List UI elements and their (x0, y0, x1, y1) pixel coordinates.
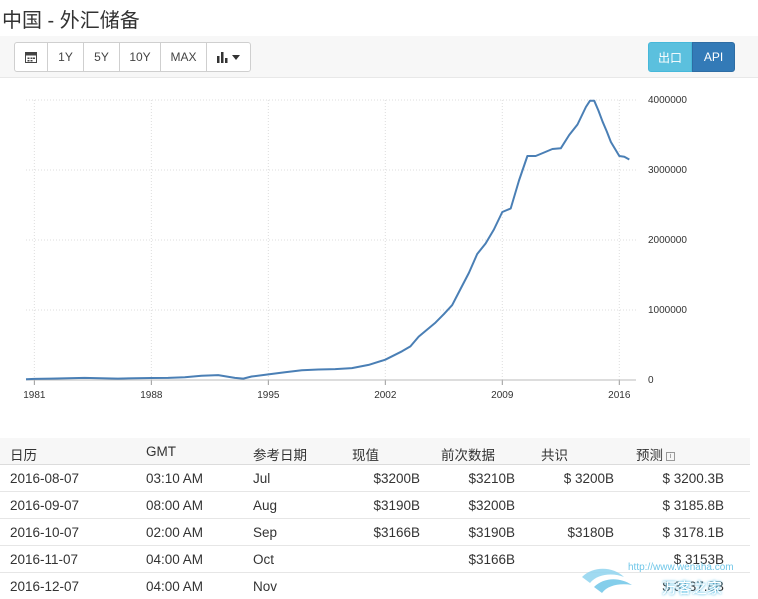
range-button-group: 1Y 5Y 10Y MAX (14, 42, 251, 72)
x-tick-label: 2009 (491, 390, 514, 401)
y-tick-label: 3000000 (648, 165, 687, 176)
row-gmt: 02:00 AM (146, 525, 204, 540)
info-icon[interactable]: i (666, 451, 675, 461)
x-tick-label: 1981 (23, 390, 46, 401)
y-tick-label: 1000000 (648, 305, 687, 316)
table-row: 2016-10-07 02:00 AM Sep $3166B $3190B $3… (0, 519, 750, 546)
row-previous: $3200B (468, 498, 515, 513)
watermark-name: 万客之家 (662, 580, 723, 597)
forex-reserves-line-chart: 0 1000000 2000000 3000000 4000000 1981 1988 199… (23, 95, 687, 401)
row-date: 2016-09-07 (10, 498, 80, 513)
row-date: 2016-10-07 (10, 525, 80, 540)
series-line (25, 99, 630, 381)
row-forecast: $ 3185.8B (662, 498, 724, 513)
table-header-row: 日历 GMT 参考日期 现值 前次数据 共识 预测 i (0, 438, 750, 465)
table-row: 2016-08-07 03:10 AM Jul $3200B $3210B $ … (0, 465, 750, 492)
range-1y-button[interactable]: 1Y (47, 42, 84, 72)
header-consensus: 共识 (541, 448, 568, 463)
row-date: 2016-11-07 (10, 552, 79, 567)
x-tick-label: 1988 (140, 390, 163, 401)
row-forecast: $ 3137.8B (662, 579, 724, 594)
row-actual: $3200B (373, 471, 420, 486)
row-actual: $3166B (373, 525, 420, 540)
api-button[interactable]: API (692, 42, 735, 72)
table-row: 2016-12-07 04:00 AM Nov $ 3137.8B (0, 573, 750, 599)
row-previous: $3210B (468, 471, 515, 486)
range-10y-button[interactable]: 10Y (119, 42, 161, 72)
row-reference: Sep (253, 525, 278, 540)
calendar-table: 日历 GMT 参考日期 现值 前次数据 共识 预测 i 2016-08-07 03… (0, 438, 750, 599)
y-tick-label: 4000000 (648, 95, 687, 106)
row-forecast: $ 3200.3B (662, 471, 724, 486)
chart-toolbar: 1Y 5Y 10Y MAX 出口 API (0, 36, 758, 78)
caret-down-icon (232, 54, 240, 60)
header-reference: 参考日期 (253, 448, 307, 463)
bar-chart-icon (217, 51, 228, 63)
header-date: 日历 (10, 448, 37, 463)
x-tick-label: 2016 (608, 390, 631, 401)
range-max-button[interactable]: MAX (160, 42, 207, 72)
row-date: 2016-12-07 (10, 579, 80, 594)
row-forecast: $ 3153B (673, 552, 724, 567)
row-reference: Aug (253, 498, 278, 513)
row-reference: Oct (253, 552, 275, 567)
header-actual: 现值 (352, 448, 379, 463)
calendar-icon (25, 52, 37, 63)
row-gmt: 04:00 AM (146, 579, 204, 594)
row-date: 2016-08-07 (10, 471, 80, 486)
header-forecast: 预测 i (636, 444, 675, 464)
chart-type-button[interactable] (206, 42, 251, 72)
watermark-logo (582, 568, 632, 593)
x-tick-label: 2002 (374, 390, 397, 401)
range-5y-button[interactable]: 5Y (83, 42, 120, 72)
table-row: 2016-09-07 08:00 AM Aug $3190B $3200B $ … (0, 492, 750, 519)
row-actual: $3190B (373, 498, 420, 513)
header-forecast-label: 预测 (636, 448, 663, 463)
row-consensus: $3180B (567, 525, 614, 540)
row-previous: $3166B (468, 552, 515, 567)
watermark-url: http://www.wenaha.com (628, 562, 734, 573)
row-reference: Jul (253, 471, 271, 486)
calendar-button[interactable] (14, 42, 48, 72)
row-reference: Nov (253, 579, 278, 594)
x-tick-label: 1995 (257, 390, 280, 401)
row-gmt: 04:00 AM (146, 552, 204, 567)
row-previous: $3190B (468, 525, 515, 540)
export-button[interactable]: 出口 (648, 42, 692, 72)
row-consensus: $ 3200B (563, 471, 614, 486)
row-forecast: $ 3178.1B (662, 525, 724, 540)
header-previous: 前次数据 (441, 448, 495, 463)
page-title: 中国 - 外汇储备 (2, 10, 140, 32)
y-tick-label: 0 (648, 375, 654, 386)
header-gmt: GMT (146, 444, 176, 459)
row-gmt: 08:00 AM (146, 498, 204, 513)
y-tick-label: 2000000 (648, 235, 687, 246)
table-row: 2016-11-07 04:00 AM Oct $3166B $ 3153B (0, 546, 750, 573)
row-gmt: 03:10 AM (146, 471, 204, 486)
